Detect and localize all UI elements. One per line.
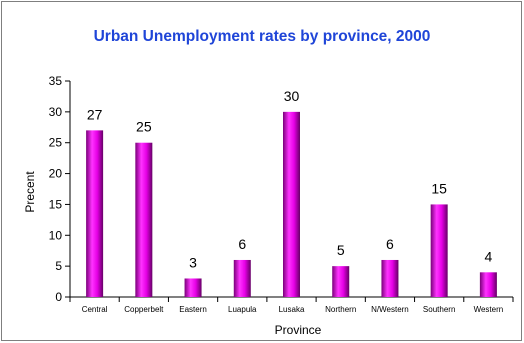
x-tick-label: Eastern <box>179 305 207 314</box>
data-label: 6 <box>238 236 246 252</box>
data-label: 15 <box>431 180 447 196</box>
bar <box>332 266 350 297</box>
bar <box>283 111 300 297</box>
y-tick-label: 30 <box>49 105 63 119</box>
y-axis-label: Precent <box>23 171 37 213</box>
x-tick-label: Copperbelt <box>124 305 164 314</box>
bar <box>86 130 104 297</box>
y-tick-label: 25 <box>49 136 63 150</box>
x-tick-label: Northern <box>325 305 356 314</box>
x-tick-label: N/Western <box>371 305 409 314</box>
y-tick-label: 35 <box>49 74 63 88</box>
data-label: 6 <box>386 236 394 252</box>
data-label: 5 <box>337 242 345 258</box>
data-label: 3 <box>189 254 197 270</box>
x-tick-label: Luapula <box>228 305 257 314</box>
plot-area: 0 5 10 15 20 25 30 35 27 Central 25 Copperbelt 3 East… <box>49 74 514 314</box>
bar <box>430 204 448 297</box>
data-label: 4 <box>484 248 492 264</box>
y-tick-label: 20 <box>49 167 63 181</box>
chart-title: Urban Unemployment rates by province, 20… <box>94 28 431 45</box>
bar <box>381 259 399 297</box>
y-tick-label: 0 <box>55 290 62 304</box>
data-label: 25 <box>136 119 152 135</box>
y-tick-label: 5 <box>55 259 62 273</box>
y-tick-label: 10 <box>49 228 63 242</box>
bar <box>479 272 497 297</box>
data-label: 30 <box>284 88 300 104</box>
x-axis-label: Province <box>275 323 322 337</box>
data-label: 27 <box>87 106 103 122</box>
y-tick-label: 15 <box>49 197 63 211</box>
bar <box>135 142 153 297</box>
x-tick-label: Central <box>82 305 108 314</box>
x-tick-label: Western <box>474 305 504 314</box>
bar <box>233 259 251 297</box>
x-tick-label: Southern <box>423 305 455 314</box>
x-tick-label: Lusaka <box>279 305 305 314</box>
bar <box>184 278 202 297</box>
